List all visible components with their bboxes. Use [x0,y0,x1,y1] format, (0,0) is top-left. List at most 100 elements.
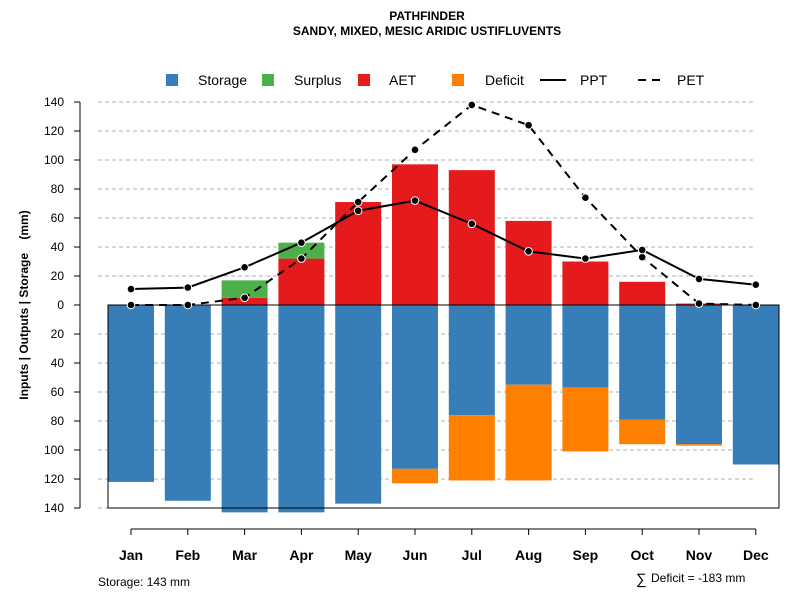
chart-subtitle: SANDY, MIXED, MESIC ARIDIC USTIFLUVENTS [293,24,561,38]
bars [108,164,779,513]
x-tick-label: Feb [175,547,200,563]
storage-bar [562,305,609,388]
pet-point [410,145,420,155]
y-tick-label: 100 [44,443,64,457]
storage-bar [676,305,722,445]
storage-bar [392,305,438,469]
y-tick-label: 40 [51,356,65,370]
storage-bar [448,305,495,416]
storage-bar [278,305,325,513]
y-tick-label: 140 [44,501,64,515]
ppt-point [581,254,590,263]
deficit-bar [619,419,666,445]
pet-point [581,193,590,202]
legend-label-deficit: Deficit [485,72,524,88]
y-tick-label: 20 [51,327,65,341]
pet-point [524,120,533,130]
deficit-annotation: Deficit = -183 mm [651,571,745,585]
ppt-point [183,283,193,292]
aet-bar [392,164,438,305]
series-lines [126,100,761,310]
deficit-bar [448,415,495,481]
surplus-bar [221,280,268,298]
aet-bar [278,258,325,305]
chart-title: PATHFINDER [389,9,465,23]
legend-swatch-aet [358,74,370,86]
ppt-point [637,245,647,255]
x-tick-label: Apr [289,547,314,563]
y-tick-label: 60 [51,385,65,399]
storage-frame [107,304,780,509]
ppt-line [130,199,756,291]
x-tick-label: Nov [686,547,713,563]
deficit-bar [392,468,438,484]
deficit-bar [676,444,722,446]
x-tick-label: Mar [232,547,257,563]
legend-label-surplus: Surplus [294,72,341,88]
deficit-bar [562,387,609,452]
deficit-bar [505,384,552,481]
legend-swatch-deficit [452,74,464,86]
pet-point [240,293,249,303]
y-axis-label: Inputs | Outputs | Storage (mm) [17,210,31,399]
storage-bar [108,305,154,482]
pet-point [126,300,136,310]
legend-swatch-storage [166,74,178,86]
storage-bar [619,305,666,420]
x-tick-label: Aug [515,547,542,563]
y-tick-label: 80 [51,182,65,196]
legend-label-storage: Storage [198,72,247,88]
plot-frame [107,304,780,509]
x-tick-label: Jul [462,547,482,563]
pet-point [297,254,306,263]
ppt-point [467,219,477,229]
ppt-point [353,206,363,216]
aet-bar [505,220,552,305]
storage-bar [164,305,211,501]
pet-point [183,300,193,310]
storage-bar [221,305,268,513]
y-tick-label: 0 [57,298,64,312]
x-tick-label: Dec [743,547,769,563]
aet-bar [562,261,609,305]
y-tick-label: 120 [44,472,64,486]
y-axis: 140 120 100 80 60 40 20 0 20 40 60 80 100 120 140 [44,95,81,515]
ppt-point [751,280,761,290]
x-tick-label: May [345,547,372,563]
pet-point [751,300,761,310]
storage-bar [505,305,552,385]
sum-symbol-icon: ∑ [636,571,647,588]
x-tick-label: Jan [119,547,143,563]
y-tick-label: 40 [51,240,65,254]
ppt-point [694,274,704,284]
ppt-point [297,238,306,247]
pet-point [694,299,704,308]
legend-label-ppt: PPT [580,72,608,88]
ppt-point [410,196,420,205]
aet-bar [619,281,666,305]
y-tick-label: 120 [44,124,64,138]
legend-label-aet: AET [389,72,417,88]
ppt-point [126,284,136,294]
y-tick-label: 100 [44,153,64,167]
aet-bar [448,170,495,305]
y-tick-label: 80 [51,414,65,428]
pet-point [467,100,477,110]
legend-swatch-surplus [262,74,274,86]
storage-annotation: Storage: 143 mm [98,575,190,589]
ppt-point [524,247,533,256]
pet-point [353,197,363,207]
x-tick-label: Oct [631,547,655,563]
x-tick-label: Sep [573,547,599,563]
y-tick-label: 140 [44,95,64,109]
ppt-point [240,263,249,272]
storage-bar [335,305,382,504]
legend: Storage Surplus AET Deficit PPT PET [166,72,705,88]
legend-label-pet: PET [677,72,705,88]
pet-point [637,252,647,262]
x-axis: Jan Feb Mar Apr May Jun Jul Aug Sep Oct Nov Dec [119,528,769,563]
y-tick-label: 20 [51,269,65,283]
x-tick-label: Jun [403,547,428,563]
storage-bar [732,305,779,465]
